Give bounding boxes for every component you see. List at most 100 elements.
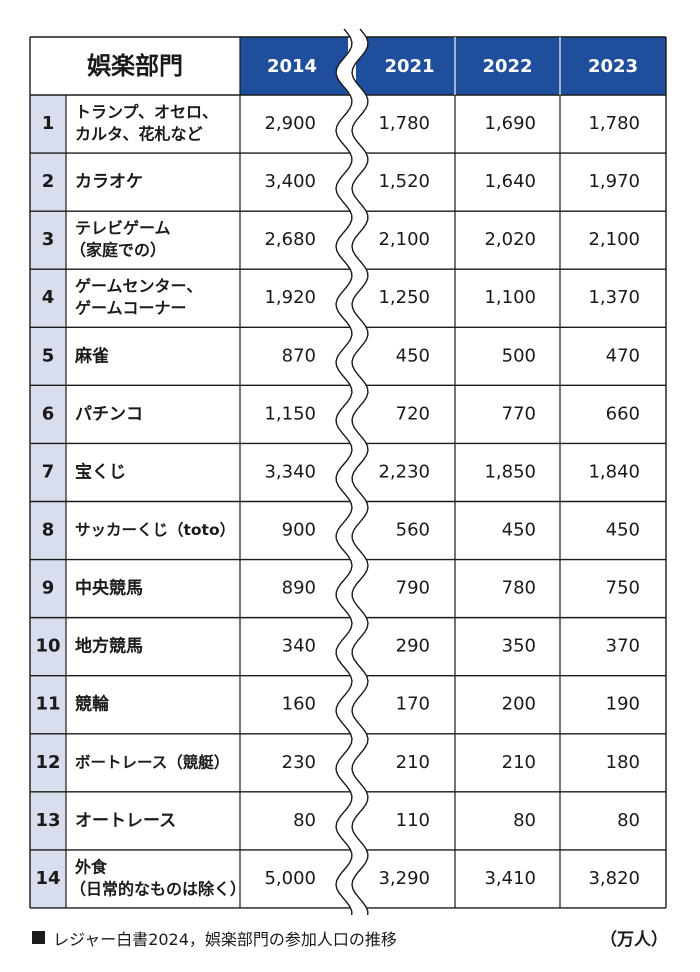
header-year-2021: 2021 [384, 56, 434, 77]
row-label-line: ゲームコーナー [75, 299, 187, 318]
cell-value: 3,340 [264, 461, 316, 482]
row-label: 麻雀 [74, 345, 109, 366]
cell-value: 1,640 [484, 171, 536, 192]
header-year-2023: 2023 [588, 56, 638, 77]
cell-value: 80 [513, 810, 536, 831]
cell-value: 230 [282, 752, 316, 773]
cell-value: 1,850 [484, 461, 536, 482]
cell-value: 1,690 [484, 113, 536, 134]
cell-value: 1,840 [588, 461, 640, 482]
cell-value: 160 [282, 694, 316, 715]
cell-value: 340 [282, 636, 316, 657]
rank-number: 1 [42, 113, 55, 134]
cell-value: 2,020 [484, 229, 536, 250]
row-label-line: （日常的なものは除く） [70, 879, 246, 898]
cell-value: 500 [502, 345, 536, 366]
cell-value: 790 [396, 578, 430, 599]
rank-number: 8 [42, 520, 55, 541]
axis-break-band [336, 29, 368, 915]
cell-value: 200 [502, 694, 536, 715]
cell-value: 870 [282, 345, 316, 366]
cell-value: 1,780 [588, 113, 640, 134]
cell-value: 1,780 [378, 113, 430, 134]
cell-value: 450 [502, 520, 536, 541]
participation-table: 娯楽部門 2014 2021 2022 2023 1 トランプ、オセロ、カルタ、花札など 2,… [29, 28, 667, 915]
cell-value: 3,290 [378, 868, 430, 889]
cell-value: 3,820 [588, 868, 640, 889]
axis-break-left-edge [335, 28, 353, 915]
cell-value: 900 [282, 520, 316, 541]
rank-number: 14 [35, 868, 60, 889]
cell-value: 780 [502, 578, 536, 599]
row-label-line: カルタ、花札など [75, 125, 203, 144]
rank-number: 10 [35, 636, 60, 657]
caption-source-text: レジャー白書2024，娯楽部門の参加人口の推移 [53, 929, 397, 949]
cell-value: 350 [502, 636, 536, 657]
cell-value: 210 [396, 752, 430, 773]
cell-value: 1,970 [588, 171, 640, 192]
header-category-label: 娯楽部門 [87, 52, 183, 80]
cell-value: 1,250 [378, 287, 430, 308]
rank-number: 7 [42, 461, 55, 482]
axis-break-right-edge [351, 28, 369, 915]
cell-value: 750 [606, 578, 640, 599]
header-year-2022: 2022 [482, 56, 532, 77]
cell-value: 470 [606, 345, 640, 366]
rank-number: 11 [35, 694, 60, 715]
cell-value: 190 [606, 694, 640, 715]
row-label: 宝くじ [75, 461, 126, 482]
cell-value: 180 [606, 752, 640, 773]
caption-source: レジャー白書2024，娯楽部門の参加人口の推移 [32, 926, 397, 950]
figure-caption: レジャー白書2024，娯楽部門の参加人口の推移 （万人） [32, 925, 668, 950]
row-label: カラオケ [75, 172, 143, 192]
square-bullet-icon [32, 931, 45, 944]
rank-number: 12 [35, 752, 60, 773]
cell-value: 1,100 [484, 287, 536, 308]
row-label: パチンコ [75, 404, 143, 424]
rank-number: 13 [35, 810, 60, 831]
header-cell-2014 [240, 37, 348, 95]
rank-number: 4 [42, 287, 55, 308]
cell-value: 80 [617, 810, 640, 831]
cell-value: 2,100 [588, 229, 640, 250]
row-label: ボートレース（競艇） [75, 752, 229, 771]
cell-value: 2,680 [264, 229, 316, 250]
cell-value: 5,000 [264, 868, 316, 889]
cell-value: 370 [606, 636, 640, 657]
cell-value: 450 [396, 345, 430, 366]
row-label: サッカーくじ（toto） [75, 521, 235, 539]
row-label: オートレース [75, 811, 176, 831]
cell-value: 3,410 [484, 868, 536, 889]
header-year-2014: 2014 [267, 56, 317, 77]
row-label-line: 外食 [74, 857, 108, 876]
cell-value: 2,230 [378, 461, 430, 482]
cell-value: 450 [606, 520, 640, 541]
cell-value: 1,150 [264, 403, 316, 424]
row-label-line: （家庭での） [70, 241, 166, 260]
cell-value: 1,920 [264, 287, 316, 308]
row-label-line: トランプ、オセロ、 [75, 103, 218, 122]
cell-value: 110 [396, 810, 430, 831]
cell-value: 290 [396, 636, 430, 657]
rank-number: 2 [42, 171, 55, 192]
cell-value: 1,520 [378, 171, 430, 192]
cell-value: 890 [282, 578, 316, 599]
cell-value: 720 [396, 403, 430, 424]
cell-value: 770 [502, 403, 536, 424]
header-cell-2021-2023 [356, 37, 666, 95]
cell-value: 660 [606, 403, 640, 424]
cell-value: 3,400 [264, 171, 316, 192]
cell-value: 80 [293, 810, 316, 831]
row-label-line: テレビゲーム [75, 219, 171, 238]
cell-value: 1,370 [588, 287, 640, 308]
cell-value: 2,900 [264, 113, 316, 134]
cell-value: 210 [502, 752, 536, 773]
cell-value: 2,100 [378, 229, 430, 250]
row-label-line: ゲームセンター、 [75, 277, 202, 296]
cell-value: 170 [396, 694, 430, 715]
cell-value: 560 [396, 520, 430, 541]
row-label: 競輪 [75, 694, 110, 715]
rank-number: 9 [42, 578, 55, 599]
row-label: 地方競馬 [75, 636, 143, 657]
